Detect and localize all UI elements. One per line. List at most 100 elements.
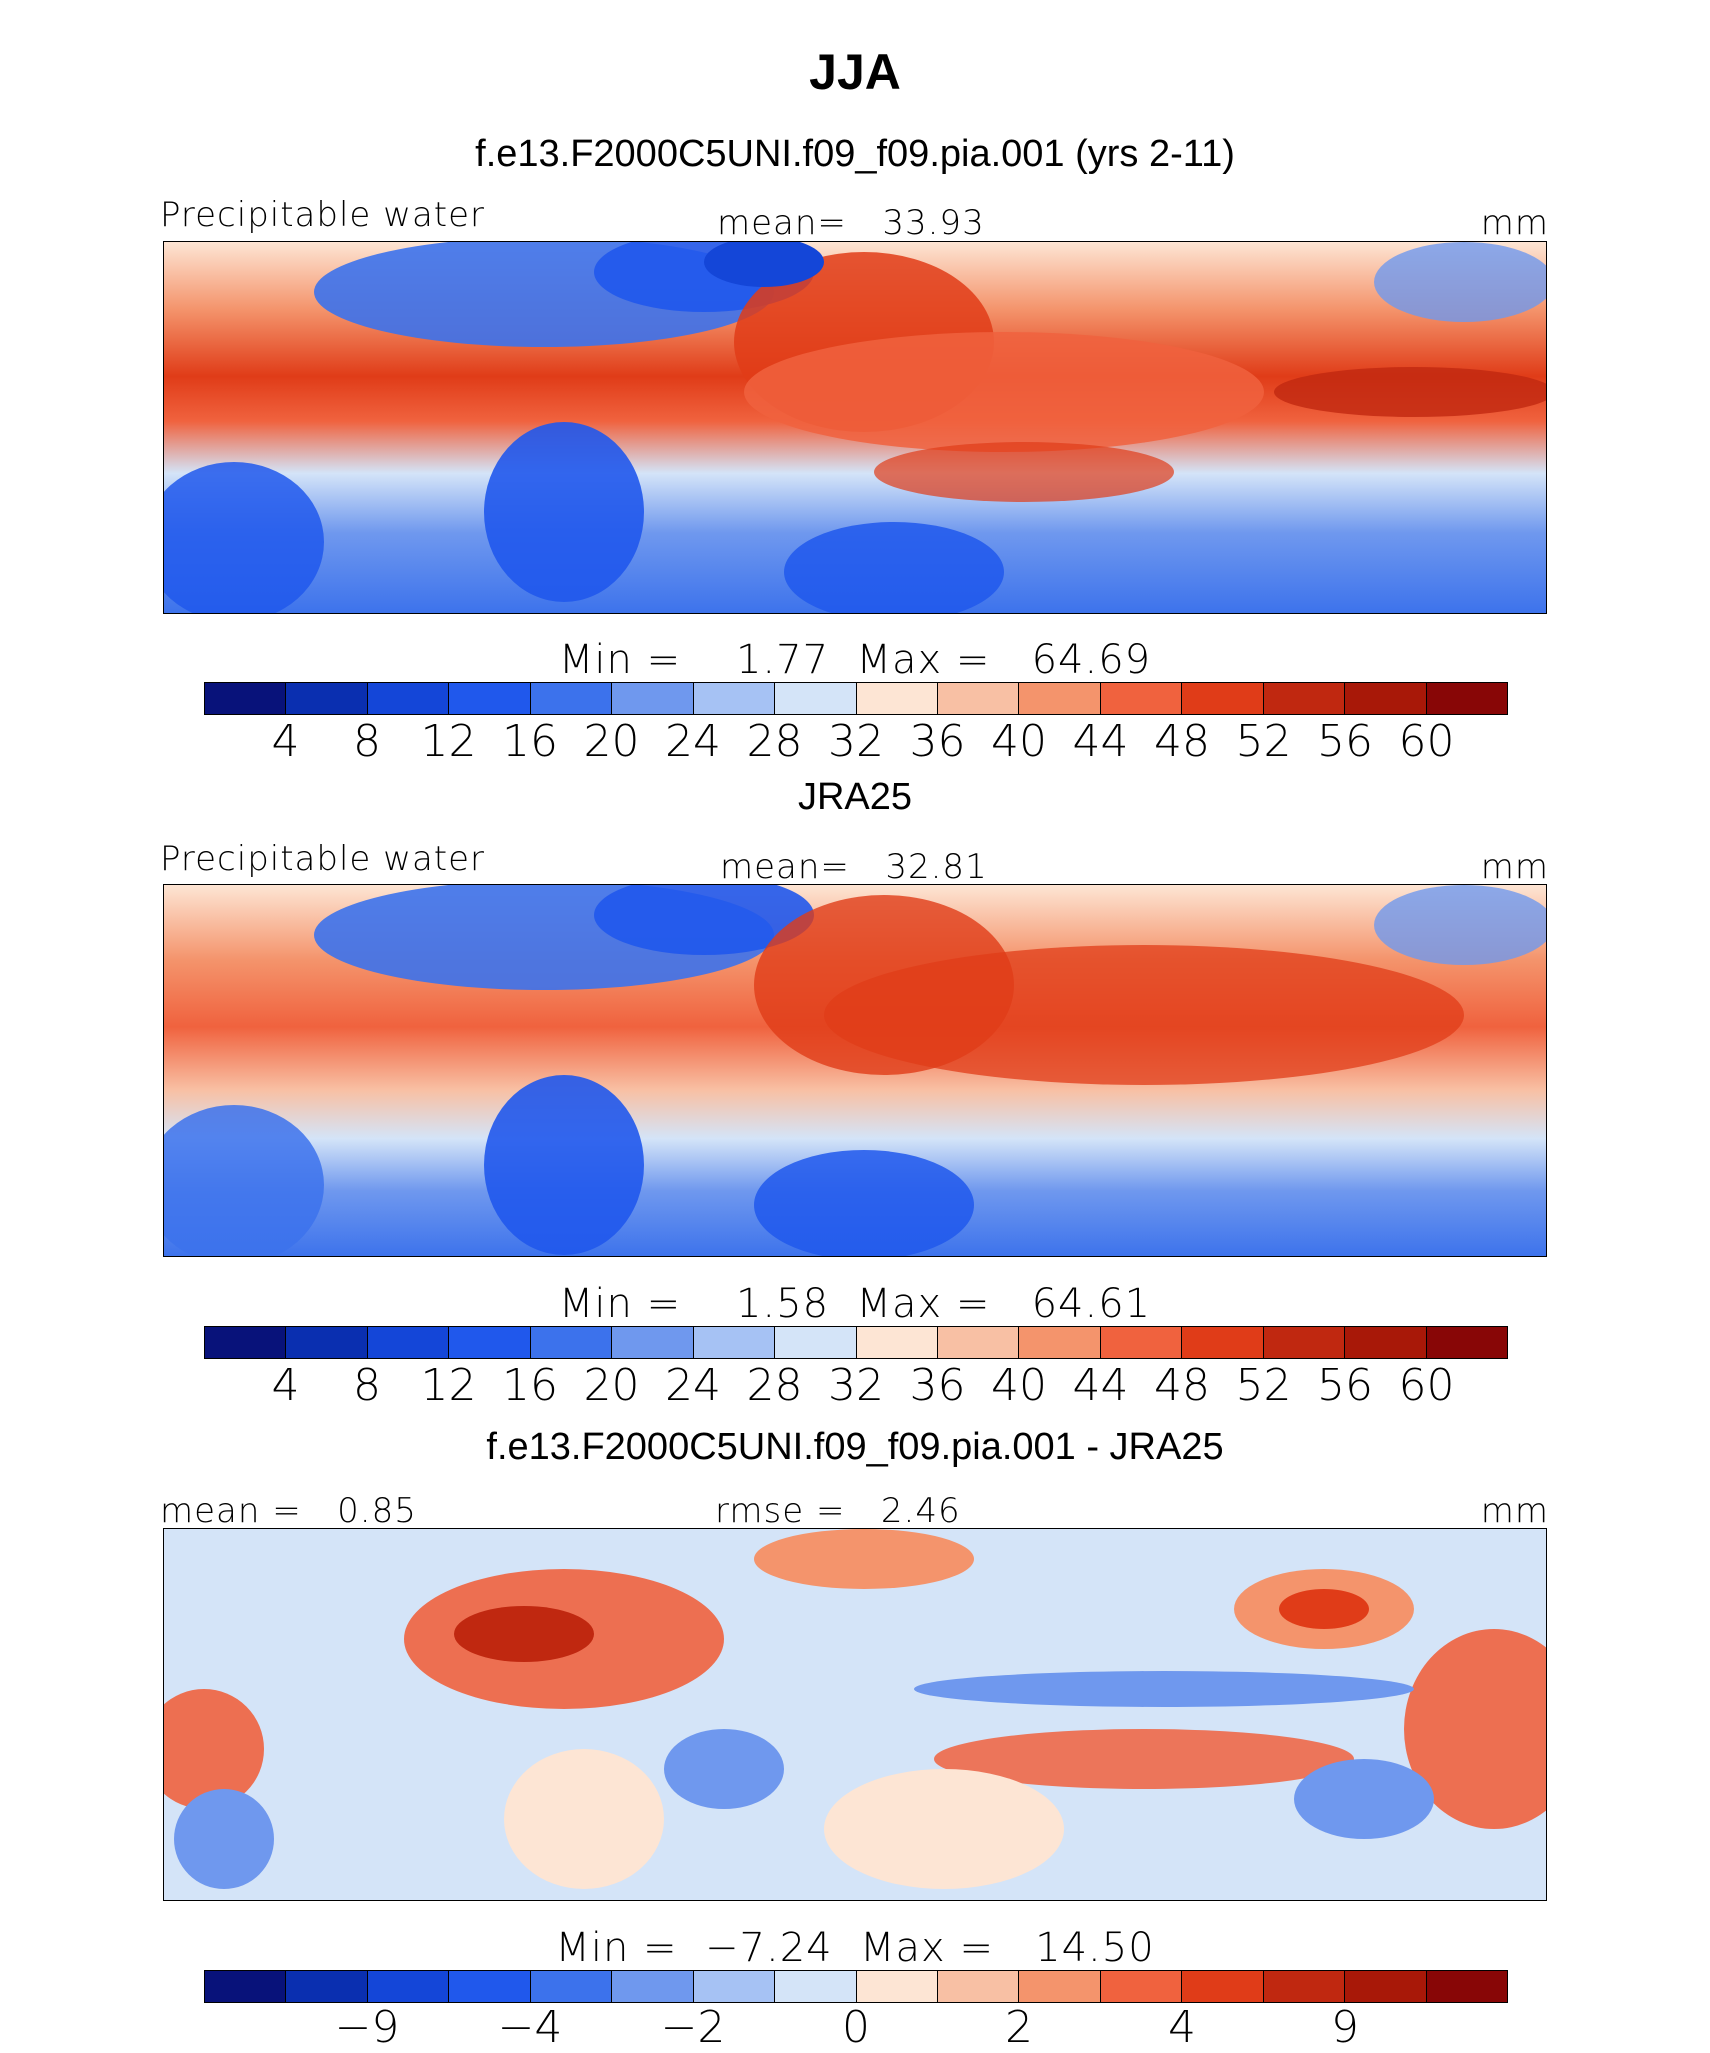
- colorbar-tick-label: 4: [271, 716, 300, 767]
- colorbar-swatch: [856, 1971, 938, 2002]
- panel-1-colorbar: [204, 682, 1508, 715]
- colorbar-swatch: [286, 1971, 368, 2002]
- colorbar-swatch: [1263, 683, 1346, 714]
- colorbar-swatch: [1100, 683, 1183, 714]
- panel-1-units: mm: [1480, 203, 1549, 243]
- colorbar-swatch: [1426, 683, 1507, 714]
- colorbar-swatch: [937, 1971, 1020, 2002]
- panel-2-map: [163, 884, 1547, 1257]
- colorbar-tick-label: 12: [420, 1360, 477, 1411]
- colorbar-swatch: [449, 683, 531, 714]
- colorbar-swatch: [367, 1327, 450, 1358]
- panel-2-mean-label: mean= 32.81: [720, 847, 988, 887]
- panel-2-min-max: Min = 1.58 Max = 64.61: [558, 1281, 1152, 1327]
- colorbar-tick-label: −2: [660, 2002, 726, 2053]
- colorbar-tick-label: 8: [353, 716, 381, 767]
- colorbar-swatch: [693, 683, 776, 714]
- colorbar-swatch: [286, 1327, 368, 1358]
- colorbar-tick-label: 60: [1398, 716, 1455, 767]
- colorbar-swatch: [530, 1971, 613, 2002]
- colorbar-swatch: [1100, 1327, 1183, 1358]
- colorbar-tick-label: 60: [1398, 1360, 1455, 1411]
- colorbar-tick-label: 2: [1005, 2002, 1033, 2053]
- colorbar-swatch: [937, 683, 1020, 714]
- panel-1-variable-label: Precipitable water: [160, 195, 486, 235]
- colorbar-tick-label: 28: [746, 716, 803, 767]
- colorbar-swatch: [367, 1971, 450, 2002]
- colorbar-tick-label: 4: [1168, 2002, 1196, 2053]
- colorbar-tick-label: 36: [909, 716, 966, 767]
- colorbar-swatch: [530, 683, 613, 714]
- panel-3-rmse-label: rmse = 2.46: [715, 1491, 961, 1531]
- colorbar-tick-label: 20: [583, 1360, 640, 1411]
- colorbar-swatch: [1263, 1327, 1346, 1358]
- panel-1-map: [163, 241, 1547, 614]
- panel-3-colorbar-ticks: −9 −4 −2 0 2 4 9: [204, 2006, 1508, 2052]
- colorbar-swatch: [1182, 683, 1264, 714]
- colorbar-tick-label: 44: [1072, 716, 1129, 767]
- colorbar-swatch: [1345, 683, 1427, 714]
- panel-2-title: JRA25: [797, 776, 913, 818]
- colorbar-tick-label: 16: [502, 1360, 558, 1411]
- colorbar-swatch: [1100, 1971, 1183, 2002]
- colorbar-tick-label: 12: [420, 716, 477, 767]
- colorbar-swatch: [205, 683, 287, 714]
- panel-1-colorbar-ticks: 4 8 12 16 20 24 28 32 36 40 44 48 52 56 60: [204, 720, 1508, 766]
- colorbar-tick-label: 9: [1331, 2002, 1359, 2053]
- colorbar-swatch: [1019, 683, 1101, 714]
- colorbar-swatch: [1345, 1971, 1427, 2002]
- colorbar-swatch: [856, 1327, 938, 1358]
- panel-3-colorbar: [204, 1970, 1508, 2003]
- colorbar-tick-label: 56: [1317, 716, 1373, 767]
- colorbar-swatch: [1426, 1327, 1507, 1358]
- colorbar-swatch: [367, 683, 450, 714]
- panel-1-field: [164, 242, 1546, 613]
- colorbar-swatch: [775, 1327, 857, 1358]
- figure-title: JJA: [809, 44, 901, 100]
- colorbar-tick-label: 32: [828, 1360, 884, 1411]
- colorbar-tick-label: 24: [665, 716, 721, 767]
- colorbar-tick-label: 48: [1154, 716, 1210, 767]
- colorbar-tick-label: 52: [1235, 1360, 1292, 1411]
- colorbar-swatch: [693, 1971, 776, 2002]
- colorbar-swatch: [1019, 1971, 1101, 2002]
- colorbar-tick-label: 36: [909, 1360, 966, 1411]
- colorbar-swatch: [1019, 1327, 1101, 1358]
- colorbar-swatch: [449, 1327, 531, 1358]
- colorbar-swatch: [1263, 1971, 1346, 2002]
- colorbar-swatch: [1426, 1971, 1507, 2002]
- colorbar-tick-label: 48: [1154, 1360, 1210, 1411]
- colorbar-tick-label: 44: [1072, 1360, 1129, 1411]
- colorbar-tick-label: 56: [1317, 1360, 1373, 1411]
- colorbar-swatch: [612, 1327, 694, 1358]
- panel-3-mean-label: mean = 0.85: [160, 1491, 417, 1531]
- panel-3-map: [163, 1528, 1547, 1901]
- colorbar-tick-label: 20: [583, 716, 640, 767]
- colorbar-swatch: [693, 1327, 776, 1358]
- colorbar-tick-label: −9: [334, 2002, 400, 2053]
- colorbar-swatch: [612, 683, 694, 714]
- colorbar-swatch: [1345, 1327, 1427, 1358]
- colorbar-swatch: [205, 1327, 287, 1358]
- panel-3-min-max: Min = −7.24 Max = 14.50: [555, 1925, 1155, 1971]
- panel-1-mean-label: mean= 33.93: [717, 203, 985, 243]
- colorbar-tick-label: 52: [1235, 716, 1292, 767]
- colorbar-tick-label: 8: [353, 1360, 381, 1411]
- colorbar-swatch: [530, 1327, 613, 1358]
- colorbar-swatch: [205, 1971, 287, 2002]
- colorbar-tick-label: 40: [991, 1360, 1047, 1411]
- panel-3-units: mm: [1480, 1491, 1549, 1531]
- colorbar-swatch: [1182, 1971, 1264, 2002]
- colorbar-tick-label: 4: [271, 1360, 300, 1411]
- colorbar-tick-label: 28: [746, 1360, 803, 1411]
- colorbar-swatch: [449, 1971, 531, 2002]
- panel-2-units: mm: [1480, 847, 1549, 887]
- colorbar-tick-label: 32: [828, 716, 884, 767]
- colorbar-swatch: [856, 683, 938, 714]
- panel-2-colorbar-ticks: 4 8 12 16 20 24 28 32 36 40 44 48 52 56 60: [204, 1364, 1508, 1410]
- panel-3-title: f.e13.F2000C5UNI.f09_f09.pia.001 - JRA25: [486, 1426, 1224, 1468]
- colorbar-tick-label: 24: [665, 1360, 721, 1411]
- colorbar-swatch: [937, 1327, 1020, 1358]
- panel-2-variable-label: Precipitable water: [160, 839, 486, 879]
- panel-1-title: f.e13.F2000C5UNI.f09_f09.pia.001 (yrs 2-…: [475, 133, 1235, 175]
